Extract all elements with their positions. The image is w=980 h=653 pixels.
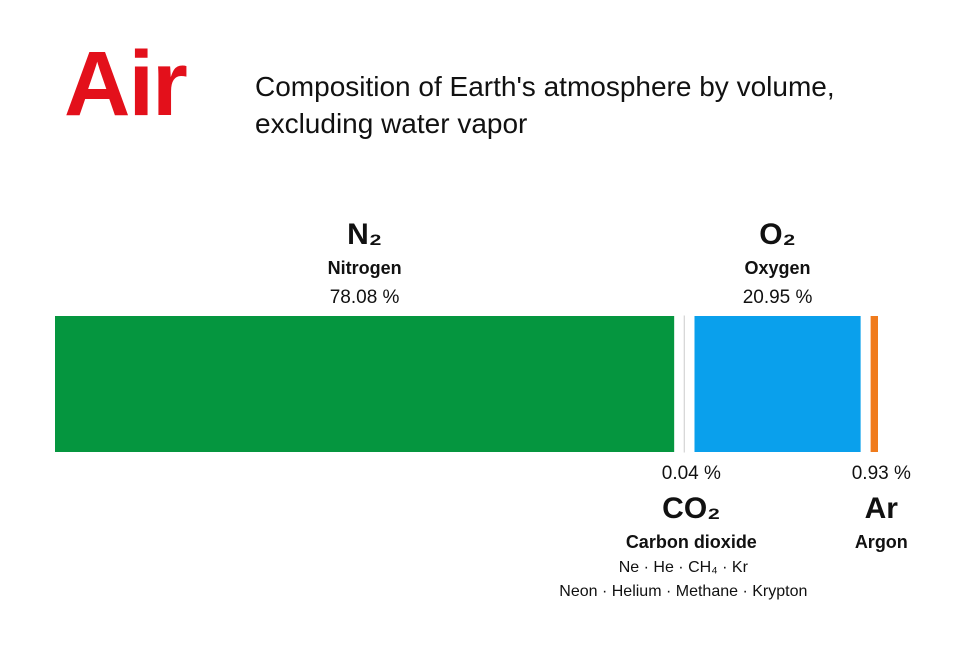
value-label: 20.95 % — [743, 287, 813, 308]
formula: CO₂ — [662, 492, 720, 525]
bar-segment — [55, 316, 675, 452]
value-label: 78.08 % — [330, 287, 400, 308]
gas-name: Oxygen — [745, 258, 811, 278]
value-label: 0.93 % — [852, 463, 911, 484]
value-label: 0.04 % — [662, 463, 721, 484]
trace-gases: Neon · Helium · Methane · Krypton — [559, 583, 807, 600]
chart-title: Air — [64, 33, 188, 135]
gas-name: Carbon dioxide — [626, 532, 757, 552]
bar-segment — [694, 316, 861, 452]
gas-name: Nitrogen — [328, 258, 402, 278]
formula: Ar — [865, 492, 899, 525]
chart-subtitle: Composition of Earth's atmosphere by vol… — [255, 71, 835, 139]
formula: N₂ — [347, 218, 382, 251]
trace-gases: Ne · He · CH₄ · Kr — [619, 559, 749, 576]
bar-segment — [870, 316, 878, 452]
formula: O₂ — [759, 218, 796, 251]
gas-name: Argon — [855, 532, 908, 552]
